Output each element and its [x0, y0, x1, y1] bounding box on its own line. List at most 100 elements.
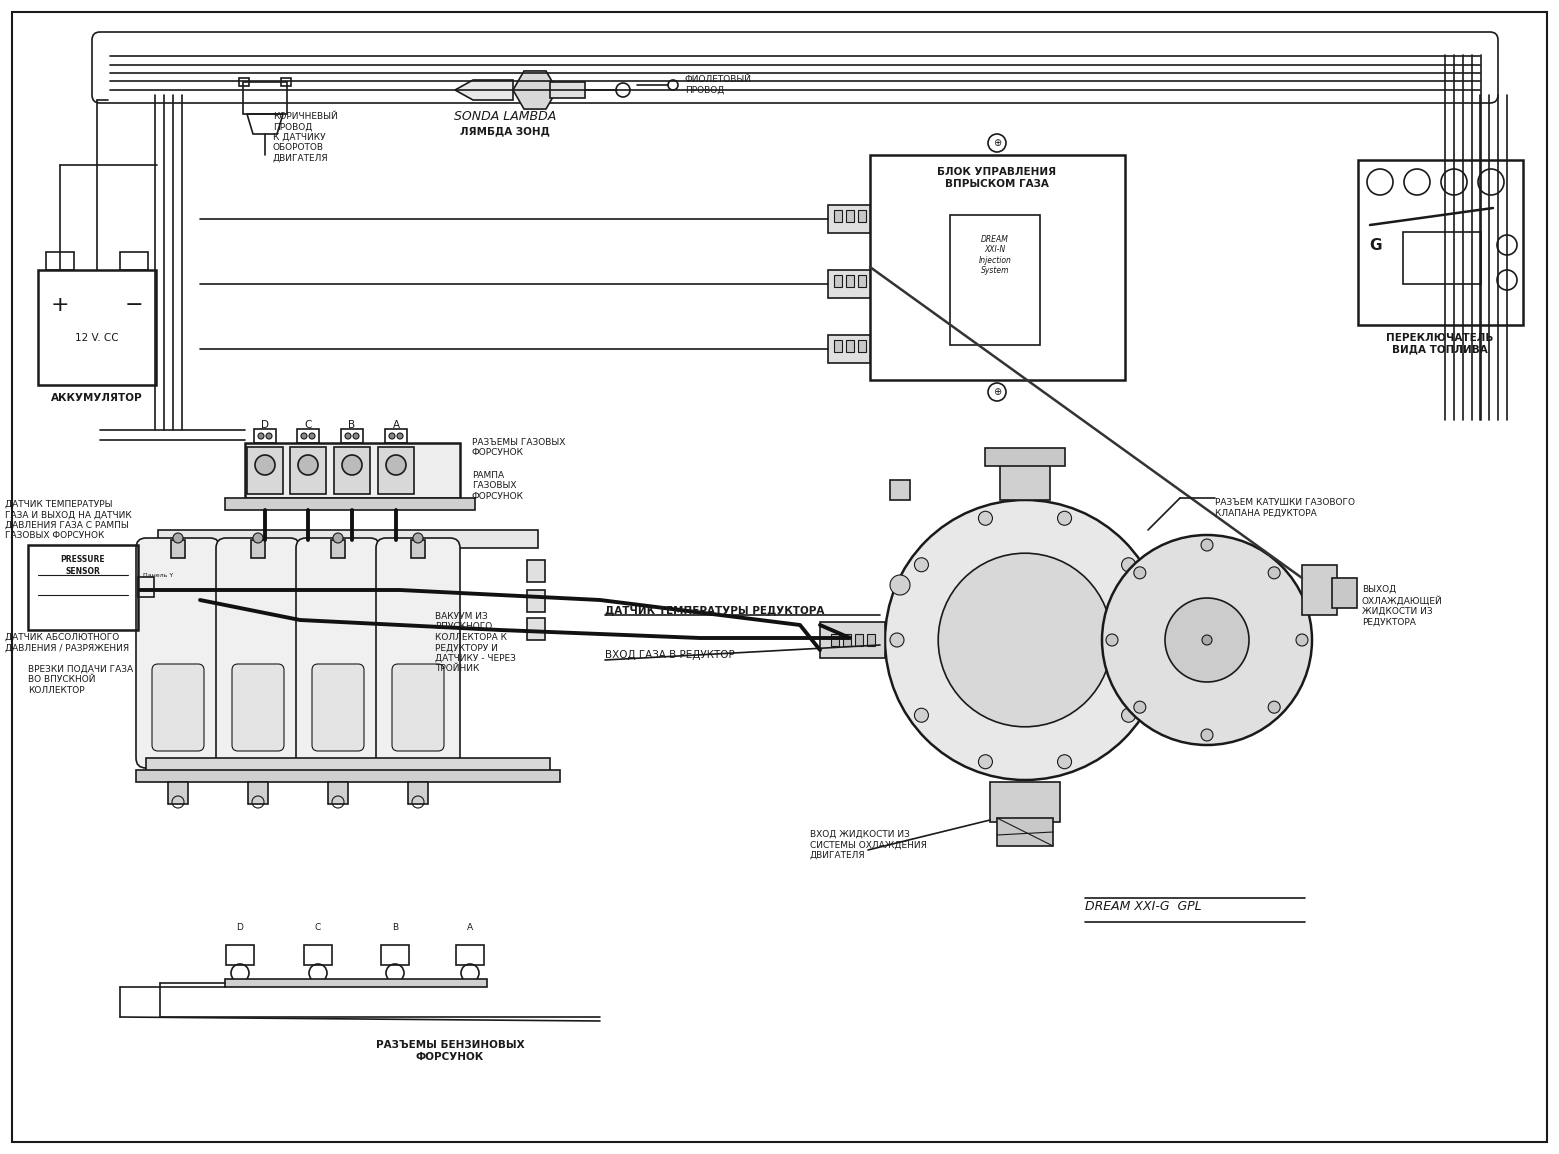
Text: ВЫХОД
ОХЛАЖДАЮЩЕЙ
ЖИДКОСТИ ИЗ
РЕДУКТОРА: ВЫХОД ОХЛАЖДАЮЩЕЙ ЖИДКОСТИ ИЗ РЕДУКТОРА	[1363, 585, 1442, 627]
Text: G: G	[1370, 238, 1383, 253]
Bar	[455, 945, 483, 965]
Circle shape	[886, 500, 1165, 780]
Circle shape	[334, 533, 343, 544]
Bar	[243, 82, 287, 114]
Bar	[380, 945, 408, 965]
Bar	[28, 545, 139, 630]
Circle shape	[1057, 511, 1071, 525]
Bar	[828, 335, 870, 364]
Bar	[412, 540, 426, 559]
Bar	[847, 210, 854, 222]
Circle shape	[257, 433, 263, 439]
FancyBboxPatch shape	[136, 538, 220, 769]
Bar	[857, 275, 865, 287]
Bar	[298, 429, 320, 443]
Circle shape	[1146, 634, 1160, 647]
Bar	[245, 443, 460, 499]
Polygon shape	[455, 80, 513, 100]
Bar	[327, 782, 348, 804]
Bar	[820, 622, 886, 658]
Text: −: −	[125, 295, 143, 315]
Text: C: C	[304, 420, 312, 430]
Circle shape	[1105, 634, 1118, 646]
Text: ⊕: ⊕	[993, 387, 1001, 397]
Text: БЛОК УПРАВЛЕНИЯ
ВПРЫСКОМ ГАЗА: БЛОК УПРАВЛЕНИЯ ВПРЫСКОМ ГАЗА	[937, 167, 1057, 188]
Circle shape	[890, 575, 910, 595]
Circle shape	[1102, 535, 1313, 745]
Text: ПЕРЕКЛЮЧАТЕЛЬ
ВИДА ТОПЛИВА: ПЕРЕКЛЮЧАТЕЛЬ ВИДА ТОПЛИВА	[1386, 334, 1494, 354]
Bar	[828, 205, 870, 233]
Bar	[999, 462, 1051, 500]
Bar	[870, 155, 1126, 380]
Bar	[834, 340, 842, 352]
Text: PRESSURE: PRESSURE	[61, 555, 106, 564]
Bar	[998, 818, 1052, 846]
Text: ВХОД ГАЗА В РЕДУКТОР: ВХОД ГАЗА В РЕДУКТОР	[605, 650, 734, 660]
Bar	[171, 540, 186, 559]
Bar	[527, 560, 546, 582]
Bar	[949, 215, 1040, 345]
Bar	[254, 429, 276, 443]
Circle shape	[1296, 634, 1308, 646]
FancyBboxPatch shape	[232, 664, 284, 751]
Circle shape	[1267, 702, 1280, 713]
Text: ВХОД ЖИДКОСТИ ИЗ
СИСТЕМЫ ОХЛАЖДЕНИЯ
ДВИГАТЕЛЯ: ВХОД ЖИДКОСТИ ИЗ СИСТЕМЫ ОХЛАЖДЕНИЯ ДВИГ…	[811, 830, 928, 860]
Bar	[1358, 160, 1523, 325]
Text: Панель Y: Панель Y	[143, 574, 173, 578]
Bar	[834, 210, 842, 222]
Text: B: B	[349, 420, 355, 430]
Bar	[157, 530, 538, 548]
Bar	[334, 447, 369, 494]
Bar	[147, 758, 550, 773]
Circle shape	[341, 455, 362, 475]
Text: ДАТЧИК ТЕМПЕРАТУРЫ
ГАЗА И ВЫХОД НА ДАТЧИК
ДАВЛЕНИЯ ГАЗА С РАМПЫ
ГАЗОВЫХ ФОРСУНОК: ДАТЧИК ТЕМПЕРАТУРЫ ГАЗА И ВЫХОД НА ДАТЧИ…	[5, 500, 133, 540]
Text: ВРЕЗКИ ПОДАЧИ ГАЗА
ВО ВПУСКНОЙ
КОЛЛЕКТОР: ВРЕЗКИ ПОДАЧИ ГАЗА ВО ВПУСКНОЙ КОЛЛЕКТОР	[28, 665, 133, 695]
Bar	[226, 945, 254, 965]
Bar	[1302, 565, 1338, 615]
Circle shape	[915, 709, 929, 722]
Bar	[136, 770, 560, 782]
Text: АККУМУЛЯТОР: АККУМУЛЯТОР	[51, 394, 143, 403]
FancyBboxPatch shape	[217, 538, 299, 769]
Text: 12 V. CC: 12 V. CC	[75, 334, 118, 343]
Text: A: A	[393, 420, 399, 430]
Text: РАЗЪЕМ КАТУШКИ ГАЗОВОГО
КЛАПАНА РЕДУКТОРА: РАЗЪЕМ КАТУШКИ ГАЗОВОГО КЛАПАНА РЕДУКТОР…	[1214, 499, 1355, 517]
Bar	[854, 634, 864, 646]
Bar	[224, 979, 486, 987]
Text: +: +	[51, 295, 69, 315]
Text: D: D	[260, 420, 270, 430]
Circle shape	[1133, 567, 1146, 579]
Bar	[857, 210, 865, 222]
Bar	[890, 480, 910, 500]
Bar	[139, 577, 154, 597]
FancyBboxPatch shape	[391, 664, 444, 751]
Circle shape	[1057, 755, 1071, 769]
Circle shape	[173, 533, 182, 544]
Text: A: A	[468, 922, 472, 931]
Text: ФИОЛЕТОВЫЙ
ПРОВОД: ФИОЛЕТОВЫЙ ПРОВОД	[684, 75, 751, 95]
Bar	[385, 429, 407, 443]
Bar	[857, 340, 865, 352]
Bar	[290, 447, 326, 494]
Bar	[224, 499, 475, 510]
Circle shape	[387, 455, 405, 475]
FancyBboxPatch shape	[296, 538, 380, 769]
Text: ЛЯМБДА ЗОНД: ЛЯМБДА ЗОНД	[460, 126, 550, 136]
Bar	[847, 275, 854, 287]
Bar	[408, 782, 429, 804]
Bar	[331, 540, 345, 559]
Text: D: D	[237, 922, 243, 931]
Bar	[990, 782, 1060, 822]
Bar	[168, 782, 189, 804]
Bar	[847, 340, 854, 352]
Bar	[47, 252, 73, 270]
Circle shape	[1121, 709, 1135, 722]
Circle shape	[939, 553, 1112, 727]
Circle shape	[390, 433, 394, 439]
Circle shape	[256, 455, 274, 475]
Bar	[985, 448, 1065, 466]
Circle shape	[301, 433, 307, 439]
Text: B: B	[391, 922, 398, 931]
Bar	[246, 447, 284, 494]
Bar	[239, 78, 249, 87]
